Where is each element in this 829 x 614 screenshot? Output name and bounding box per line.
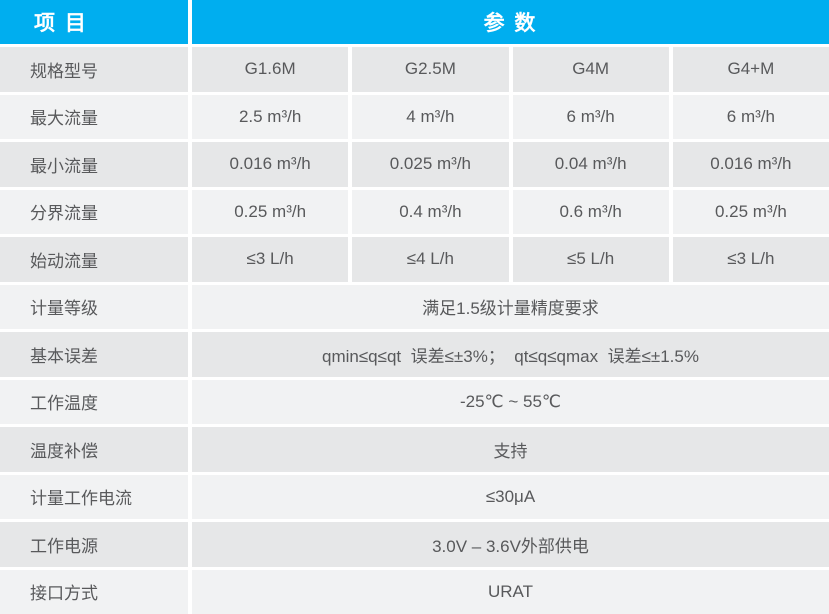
merged-row-label-2-text: 工作温度 bbox=[30, 394, 98, 414]
row-label-2-text: 最小流量 bbox=[30, 156, 98, 176]
row-4-value-1: ≤4 L/h bbox=[352, 237, 509, 282]
row-2-value-3: 0.016 m³/h bbox=[672, 142, 829, 187]
header-item-label: 项 目 bbox=[34, 12, 88, 35]
row-3-value-3: 0.25 m³/h bbox=[672, 189, 829, 234]
merged-row-label-6-text: 接口方式 bbox=[30, 584, 98, 604]
merged-row-value-0: 满足1.5级计量精度要求 bbox=[192, 284, 829, 329]
merged-row-value-6: URAT bbox=[192, 569, 829, 614]
merged-row-label-5-text: 工作电源 bbox=[30, 536, 98, 556]
merged-row-value-2-text: -25℃ ~ 55℃ bbox=[459, 391, 562, 411]
row-4-value-0-text: ≤3 L/h bbox=[246, 249, 294, 269]
row-1-value-0-text: 2.5 m³/h bbox=[238, 106, 302, 126]
row-1-value-3: 6 m³/h bbox=[672, 94, 829, 139]
merged-row-label-4: 计量工作电流 bbox=[0, 474, 188, 519]
row-0-value-0-text: G1.6M bbox=[244, 59, 296, 79]
row-label-3: 分界流量 bbox=[0, 189, 188, 234]
merged-row-label-6: 接口方式 bbox=[0, 569, 188, 614]
row-label-3-text: 分界流量 bbox=[30, 204, 98, 224]
row-label-4-text: 始动流量 bbox=[30, 251, 98, 271]
row-1-value-3-text: 6 m³/h bbox=[726, 106, 775, 126]
row-label-4: 始动流量 bbox=[0, 237, 188, 282]
merged-row-label-2: 工作温度 bbox=[0, 379, 188, 424]
header-param-cell: 参 数 bbox=[192, 0, 829, 44]
row-4-value-3-text: ≤3 L/h bbox=[727, 249, 775, 269]
merged-row-value-5-text: 3.0V – 3.6V外部供电 bbox=[432, 536, 589, 556]
row-3-value-1-text: 0.4 m³/h bbox=[399, 201, 462, 221]
merged-row-label-4-text: 计量工作电流 bbox=[30, 489, 132, 509]
row-4-value-1-text: ≤4 L/h bbox=[406, 249, 454, 269]
row-3-value-2: 0.6 m³/h bbox=[512, 189, 669, 234]
row-3-value-1: 0.4 m³/h bbox=[352, 189, 509, 234]
row-1-value-1: 4 m³/h bbox=[352, 94, 509, 139]
merged-row-value-2: -25℃ ~ 55℃ bbox=[192, 379, 829, 424]
row-0-value-3: G4+M bbox=[672, 47, 829, 92]
merged-row-label-1-text: 基本误差 bbox=[30, 346, 98, 366]
row-2-value-0-text: 0.016 m³/h bbox=[229, 154, 311, 174]
row-2-value-0: 0.016 m³/h bbox=[192, 142, 349, 187]
row-2-value-1: 0.025 m³/h bbox=[352, 142, 509, 187]
merged-row-value-1: qmin≤q≤qt 误差≤±3%； qt≤q≤qmax 误差≤±1.5% bbox=[192, 332, 829, 377]
row-0-value-1-text: G2.5M bbox=[404, 59, 456, 79]
row-label-1-text: 最大流量 bbox=[30, 109, 98, 129]
row-1-value-2-text: 6 m³/h bbox=[566, 106, 615, 126]
row-0-value-0: G1.6M bbox=[192, 47, 349, 92]
row-2-value-2: 0.04 m³/h bbox=[512, 142, 669, 187]
row-1-value-2: 6 m³/h bbox=[512, 94, 669, 139]
merged-row-label-5: 工作电源 bbox=[0, 522, 188, 567]
row-0-value-1: G2.5M bbox=[352, 47, 509, 92]
merged-row-value-5: 3.0V – 3.6V外部供电 bbox=[192, 522, 829, 567]
row-2-value-2-text: 0.04 m³/h bbox=[554, 154, 627, 174]
row-3-value-3-text: 0.25 m³/h bbox=[714, 201, 787, 221]
merged-row-value-4: ≤30μA bbox=[192, 474, 829, 519]
row-2-value-1-text: 0.025 m³/h bbox=[389, 154, 471, 174]
row-1-value-1-text: 4 m³/h bbox=[406, 106, 455, 126]
merged-row-label-0-text: 计量等级 bbox=[30, 299, 98, 319]
row-3-value-0-text: 0.25 m³/h bbox=[234, 201, 307, 221]
merged-row-label-0: 计量等级 bbox=[0, 284, 188, 329]
merged-row-label-1: 基本误差 bbox=[0, 332, 188, 377]
row-4-value-2: ≤5 L/h bbox=[512, 237, 669, 282]
merged-row-value-3: 支持 bbox=[192, 427, 829, 472]
row-4-value-2-text: ≤5 L/h bbox=[567, 249, 615, 269]
merged-row-value-3-text: 支持 bbox=[493, 441, 528, 461]
row-2-value-3-text: 0.016 m³/h bbox=[710, 154, 792, 174]
row-0-value-3-text: G4+M bbox=[727, 59, 775, 79]
row-4-value-3: ≤3 L/h bbox=[672, 237, 829, 282]
merged-row-value-1-text: qmin≤q≤qt 误差≤±3%； qt≤q≤qmax 误差≤±1.5% bbox=[322, 346, 699, 366]
row-label-0-text: 规格型号 bbox=[30, 61, 98, 81]
row-4-value-0: ≤3 L/h bbox=[192, 237, 349, 282]
row-1-value-0: 2.5 m³/h bbox=[192, 94, 349, 139]
header-param-label: 参 数 bbox=[483, 12, 538, 35]
row-0-value-2: G4M bbox=[512, 47, 669, 92]
header-item-cell: 项 目 bbox=[0, 0, 188, 44]
row-label-0: 规格型号 bbox=[0, 47, 188, 92]
row-label-1: 最大流量 bbox=[0, 94, 188, 139]
row-3-value-2-text: 0.6 m³/h bbox=[559, 201, 622, 221]
row-3-value-0: 0.25 m³/h bbox=[192, 189, 349, 234]
merged-row-label-3-text: 温度补偿 bbox=[30, 441, 98, 461]
row-0-value-2-text: G4M bbox=[572, 59, 610, 79]
merged-row-value-4-text: ≤30μA bbox=[485, 486, 536, 506]
merged-row-label-3: 温度补偿 bbox=[0, 427, 188, 472]
merged-row-value-0-text: 满足1.5级计量精度要求 bbox=[422, 299, 599, 319]
merged-row-value-6-text: URAT bbox=[487, 581, 533, 601]
row-label-2: 最小流量 bbox=[0, 142, 188, 187]
